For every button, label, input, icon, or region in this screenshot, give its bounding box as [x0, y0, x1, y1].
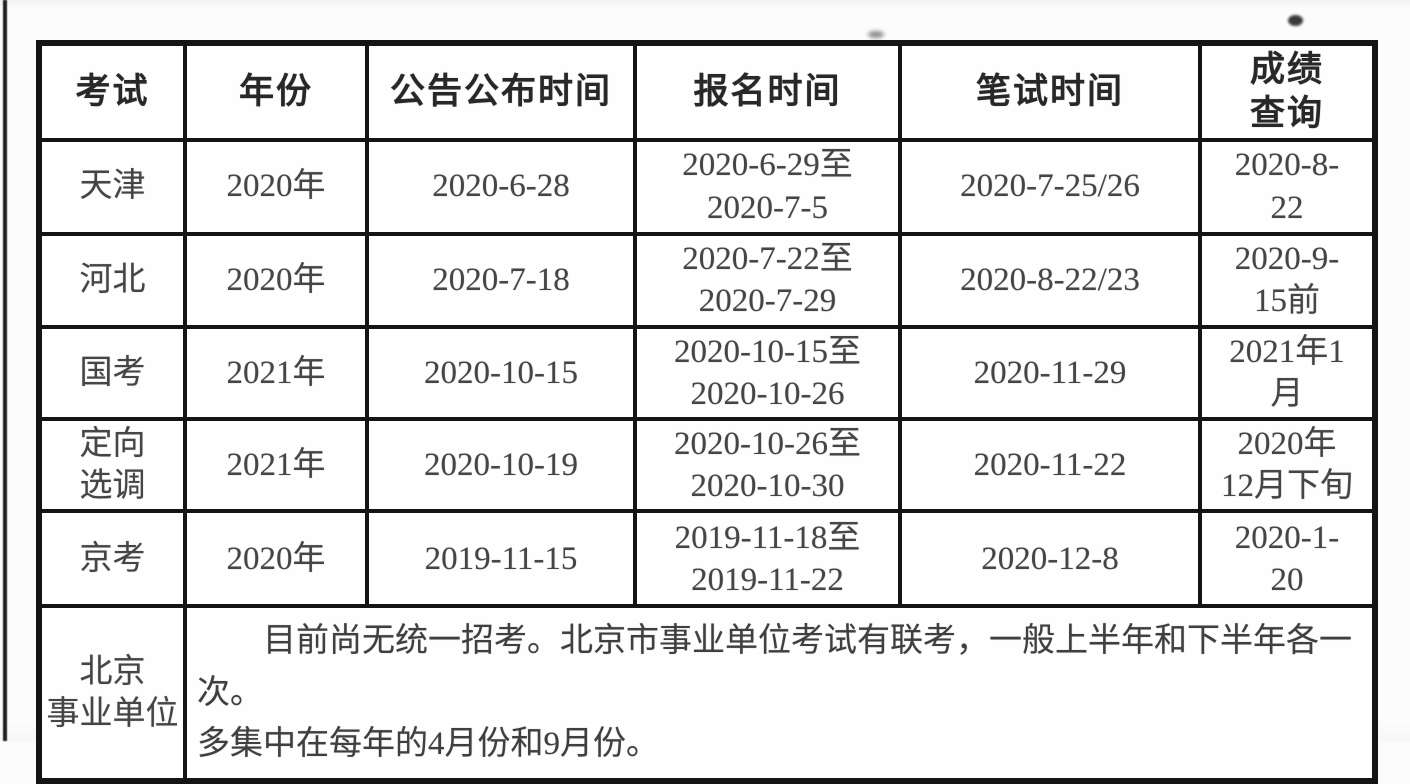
cell-written: 2020-11-22: [898, 416, 1202, 514]
cell-announcement: 2020-10-15: [365, 324, 637, 421]
cell-written: 2020-11-29: [898, 324, 1202, 421]
cell-announcement: 2019-11-15: [365, 509, 637, 609]
table-row-guokao: 国考 2021年 2020-10-15 2020-10-15至 2020-10-…: [37, 324, 1377, 421]
cell-score: 2020-8- 22: [1198, 137, 1377, 236]
cell-announcement: 2020-10-19: [365, 416, 637, 514]
cell-written: 2020-12-8: [898, 509, 1202, 609]
cell-exam: 国考: [37, 324, 187, 421]
cell-written: 2020-8-22/23: [898, 231, 1202, 329]
cell-year: 2020年: [183, 509, 369, 609]
table-row-beijing-shiye-danwei: 北京 事业单位 目前尚无统一招考。北京市事业单位考试有联考，一般上半年和下半年各…: [37, 604, 1377, 783]
cell-exam: 北京 事业单位: [37, 604, 187, 783]
table-row-tianjin: 天津 2020年 2020-6-28 2020-6-29至 2020-7-5 2…: [37, 137, 1377, 236]
cell-registration: 2019-11-18至 2019-11-22: [633, 509, 902, 609]
cell-exam: 天津: [37, 137, 187, 236]
cell-score: 2020年 12月下旬: [1198, 416, 1377, 514]
header-year: 年份: [183, 41, 369, 142]
cell-note: 目前尚无统一招考。北京市事业单位考试有联考，一般上半年和下半年各一次。 多集中在…: [183, 604, 1377, 783]
cell-registration: 2020-6-29至 2020-7-5: [633, 137, 902, 236]
scan-border-line: [3, 0, 7, 741]
cell-registration: 2020-10-26至 2020-10-30: [633, 416, 902, 514]
cell-score: 2020-1- 20: [1198, 509, 1377, 609]
exam-schedule-table: 考试 年份 公告公布时间 报名时间 笔试时间 成绩 查询 天津 2020年 20…: [36, 40, 1378, 784]
header-registration-time: 报名时间: [633, 41, 902, 142]
cell-registration: 2020-10-15至 2020-10-26: [633, 324, 902, 421]
table-row-hebei: 河北 2020年 2020-7-18 2020-7-22至 2020-7-29 …: [37, 231, 1377, 329]
header-score-query: 成绩 查询: [1198, 41, 1377, 142]
header-announcement-time: 公告公布时间: [365, 41, 637, 142]
cell-exam: 河北: [37, 231, 187, 329]
header-written-exam-time: 笔试时间: [898, 41, 1202, 142]
cell-year: 2020年: [183, 231, 369, 329]
cell-year: 2021年: [183, 416, 369, 514]
cell-written: 2020-7-25/26: [898, 137, 1202, 236]
cell-score: 2020-9- 15前: [1198, 231, 1377, 329]
cell-year: 2021年: [183, 324, 369, 421]
cell-exam: 定向 选调: [37, 416, 187, 514]
cell-announcement: 2020-7-18: [365, 231, 637, 329]
cell-exam: 京考: [37, 509, 187, 609]
cell-registration: 2020-7-22至 2020-7-29: [633, 231, 902, 329]
cell-year: 2020年: [183, 137, 369, 236]
scan-smudge: [868, 31, 884, 38]
table-row-jingkao: 京考 2020年 2019-11-15 2019-11-18至 2019-11-…: [37, 509, 1377, 609]
table-row-dingxiang-xuandiao: 定向 选调 2021年 2020-10-19 2020-10-26至 2020-…: [37, 416, 1377, 514]
cell-score: 2021年1 月: [1198, 324, 1377, 421]
header-exam: 考试: [37, 41, 187, 142]
header-row: 考试 年份 公告公布时间 报名时间 笔试时间 成绩 查询: [37, 41, 1377, 142]
scan-smudge: [1288, 15, 1303, 26]
cell-announcement: 2020-6-28: [365, 137, 637, 236]
